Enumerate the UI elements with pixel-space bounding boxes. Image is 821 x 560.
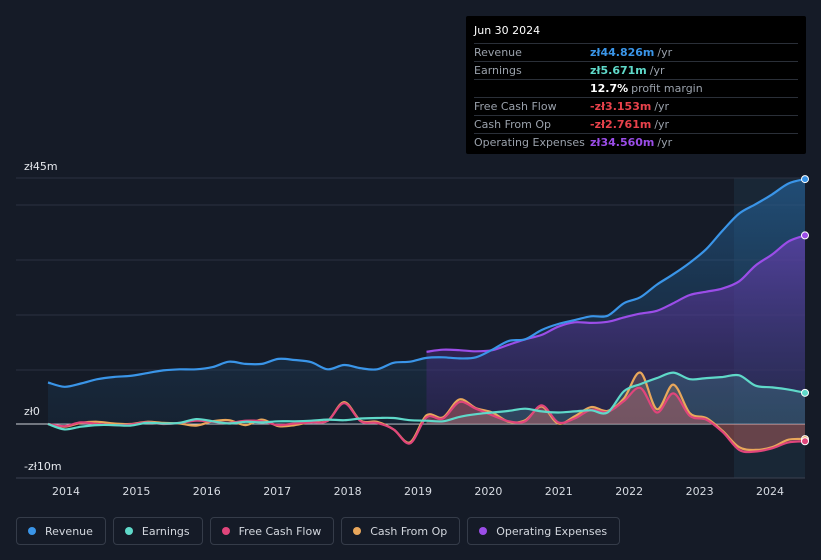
legend-item-revenue[interactable]: Revenue [16,517,106,545]
revenue-end-dot [801,175,809,184]
tooltip-row: Free Cash Flow -zł3.153m/yr [474,98,798,116]
x-tick-label: 2017 [263,485,291,498]
x-tick-label: 2014 [52,485,80,498]
tooltip-row: Operating Expenses zł34.560m/yr [474,134,798,151]
tooltip-row-label: Free Cash Flow [474,100,557,113]
y-axis-labels: zł45m zł0 -zł10m [24,160,62,473]
tooltip-row-value: -zł3.153m [590,100,652,113]
tooltip-rows: Revenue zł44.826m/yr Earnings zł5.671m/yr 12… [474,44,798,151]
tooltip-row-value: 12.7% [590,82,629,95]
earnings-area [426,372,805,424]
tooltip-row-label: Revenue [474,46,522,59]
tooltip-row: Cash From Op -zł2.761m/yr [474,116,798,134]
x-tick-label: 2016 [193,485,221,498]
legend-label: Earnings [141,524,190,538]
tooltip-row-unit: /yr [657,46,673,59]
tooltip-row-unit: /yr [654,100,670,113]
tooltip-row: Revenue zł44.826m/yr [474,44,798,62]
tooltip-row-unit: profit margin [631,82,703,95]
x-tick-label: 2018 [334,485,362,498]
chart-legend: Revenue Earnings Free Cash Flow Cash From O… [16,517,621,547]
earnings-line [47,371,806,431]
legend-item-earnings[interactable]: Earnings [112,517,203,545]
legend-dot-icon [28,527,36,535]
legend-label: Cash From Op [370,524,448,538]
x-tick-label: 2021 [545,485,573,498]
tooltip-row-label: Cash From Op [474,118,552,131]
series-end-markers [801,175,809,446]
tooltip-row-value: zł34.560m [590,136,655,149]
tooltip-row-value: zł44.826m [590,46,655,59]
tooltip-row-value: -zł2.761m [590,118,652,131]
legend-item-cash-from-op[interactable]: Cash From Op [341,517,461,545]
data-tooltip: Jun 30 2024 Revenue zł44.826m/yr Earnings z… [466,16,806,154]
legend-item-operating-expenses[interactable]: Operating Expenses [467,517,621,545]
legend-dot-icon [353,527,362,535]
legend-item-free-cash-flow[interactable]: Free Cash Flow [209,517,335,545]
y-tick-label: zł45m [24,160,58,173]
x-tick-label: 2015 [122,485,150,498]
tooltip-row-unit: /yr [649,64,665,77]
tooltip-row-unit: /yr [654,118,670,131]
series-lines [47,178,806,454]
x-axis-labels: 2014 2015 2016 2017 2018 2019 2020 2021 2022 2023… [52,485,784,498]
y-tick-label: zł0 [24,405,40,418]
legend-dot-icon [479,527,488,535]
legend-dot-icon [221,527,230,535]
earnings-end-dot [801,388,809,397]
x-tick-label: 2022 [615,485,643,498]
tooltip-date: Jun 30 2024 [474,23,798,44]
legend-label: Revenue [45,524,93,538]
legend-label: Operating Expenses [496,524,608,538]
x-tick-label: 2024 [756,485,784,498]
tooltip-row-label: Operating Expenses [474,136,585,149]
revenue-line [47,178,806,388]
tooltip-row-unit: /yr [657,136,673,149]
operating-expenses-end-dot [801,231,809,240]
series-fills [48,179,805,453]
y-tick-label: -zł10m [24,460,62,473]
tooltip-row: Earnings zł5.671m/yr [474,62,798,80]
x-tick-label: 2020 [474,485,502,498]
legend-label: Free Cash Flow [238,524,322,538]
free-cash-flow-area [426,387,805,453]
tooltip-row: 12.7% profit margin [474,80,798,98]
cash-from-op-area [426,372,805,450]
tooltip-row-label: Earnings [474,64,522,77]
x-tick-label: 2019 [404,485,432,498]
x-tick-label: 2023 [686,485,714,498]
free-cash-flow-end-dot [801,437,809,446]
legend-dot-icon [124,527,133,535]
tooltip-row-value: zł5.671m [590,64,647,77]
tooltip-row-label [474,80,590,97]
